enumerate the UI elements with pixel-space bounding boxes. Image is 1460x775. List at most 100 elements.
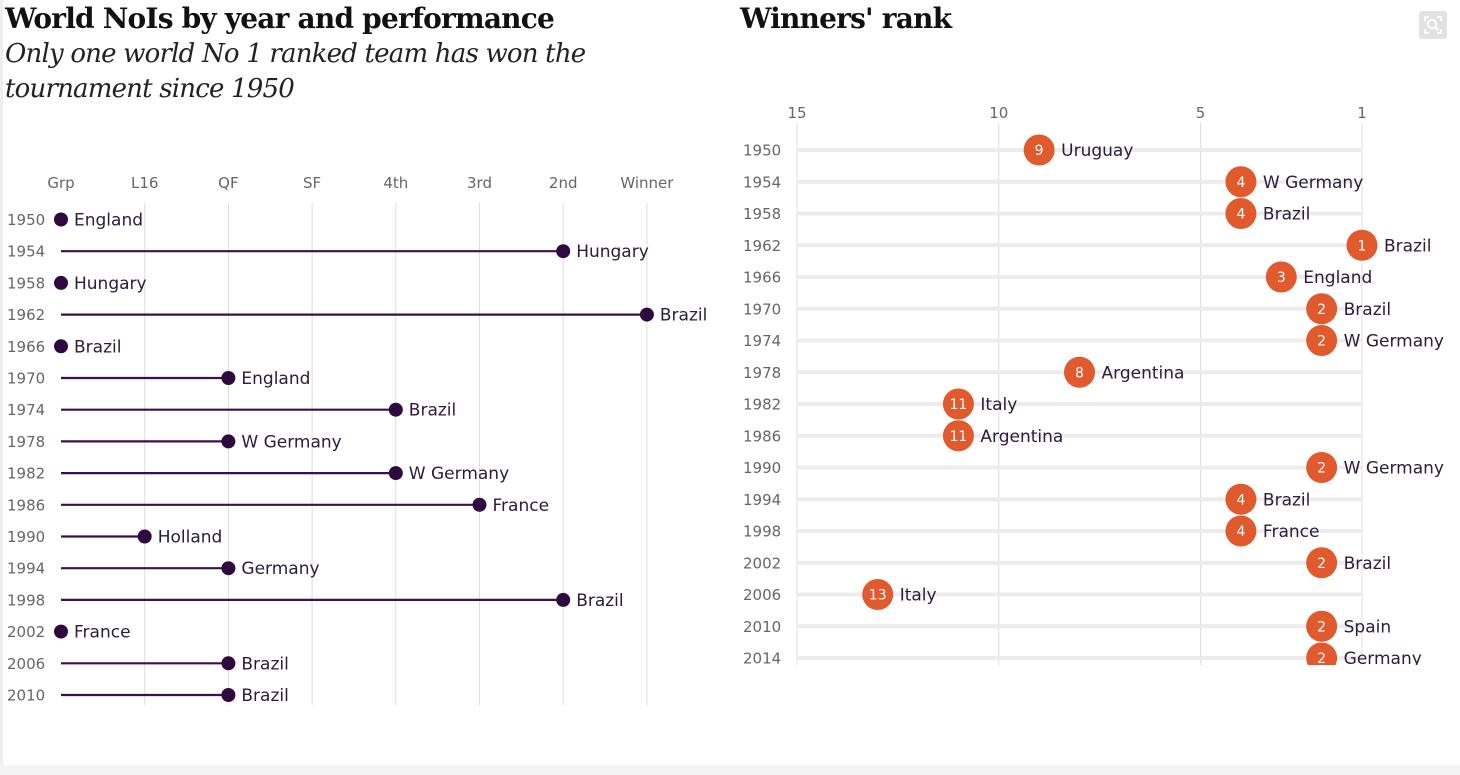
performance-dot bbox=[137, 529, 152, 544]
rank-dot bbox=[1346, 229, 1378, 261]
rank-value-label: 4 bbox=[1236, 492, 1245, 508]
performance-dot bbox=[54, 275, 68, 290]
rank-dot bbox=[1306, 325, 1338, 356]
x-tick-label: Grp bbox=[47, 174, 74, 192]
rank-value-label: 9 bbox=[1035, 143, 1044, 159]
performance-dot bbox=[388, 402, 403, 417]
x-tick-label: 5 bbox=[1196, 104, 1206, 122]
rank-value-label: 2 bbox=[1317, 619, 1326, 635]
rank-dot bbox=[1306, 452, 1338, 483]
year-label: 1978 bbox=[7, 433, 45, 451]
year-label: 1978 bbox=[743, 364, 781, 382]
rank-dot bbox=[1064, 356, 1095, 388]
year-label: 1982 bbox=[7, 465, 45, 483]
x-tick-label: 1 bbox=[1357, 104, 1367, 122]
performance-dot bbox=[54, 339, 68, 354]
year-label: 1970 bbox=[7, 370, 45, 388]
performance-dot bbox=[388, 466, 403, 481]
rank-dot bbox=[1225, 483, 1257, 515]
rank-value-label: 8 bbox=[1075, 365, 1084, 381]
left-chart-subtitle: Only one world No 1 ranked team has won … bbox=[5, 39, 586, 104]
year-label: 1970 bbox=[743, 300, 781, 318]
team-label: Italy bbox=[900, 586, 937, 606]
year-label: 1994 bbox=[743, 491, 781, 509]
team-label: Argentina bbox=[980, 427, 1063, 447]
x-tick-label: 10 bbox=[989, 104, 1008, 122]
team-label: W Germany bbox=[1344, 332, 1444, 352]
team-label: France bbox=[74, 623, 131, 643]
team-label: Brazil bbox=[74, 337, 121, 357]
page-left-border bbox=[0, 0, 3, 775]
year-label: 2002 bbox=[743, 554, 781, 572]
x-tick-label: Winner bbox=[620, 174, 674, 192]
rank-value-label: 2 bbox=[1317, 302, 1326, 318]
page-bottom-band bbox=[0, 765, 1460, 775]
team-label: France bbox=[493, 496, 550, 516]
rank-value-label: 13 bbox=[869, 588, 887, 604]
year-label: 1982 bbox=[743, 396, 781, 414]
team-label: W Germany bbox=[409, 464, 509, 484]
team-label: Brazil bbox=[1344, 554, 1391, 574]
rank-value-label: 2 bbox=[1317, 556, 1326, 572]
left-lollipop-chart: Grp L16 QF SF 4th 3rd 2nd Winner 1950 England 1954… bbox=[7, 174, 707, 705]
performance-dot bbox=[556, 244, 571, 259]
rank-value-label: 3 bbox=[1277, 270, 1286, 286]
rank-dot bbox=[862, 579, 894, 610]
year-label: 1990 bbox=[7, 528, 45, 546]
year-label: 1974 bbox=[743, 332, 781, 350]
zoom-button[interactable] bbox=[1419, 11, 1447, 39]
year-label: 1962 bbox=[743, 237, 781, 255]
rank-value-label: 11 bbox=[950, 429, 968, 445]
rank-dot bbox=[1225, 515, 1257, 547]
performance-dot bbox=[221, 561, 236, 576]
rank-dot bbox=[942, 388, 974, 420]
zoom-icon bbox=[1424, 16, 1442, 34]
year-label: 1998 bbox=[7, 591, 45, 609]
performance-dot bbox=[54, 212, 68, 227]
year-label: 1954 bbox=[7, 243, 45, 261]
year-label: 1974 bbox=[7, 401, 45, 419]
team-label: Italy bbox=[980, 395, 1017, 415]
performance-dot bbox=[54, 624, 68, 639]
x-tick-label: QF bbox=[218, 174, 238, 192]
year-label: 2014 bbox=[743, 650, 781, 666]
team-label: Brazil bbox=[1263, 205, 1310, 225]
rank-dot bbox=[1265, 261, 1297, 293]
performance-dot bbox=[221, 371, 236, 385]
team-label: Argentina bbox=[1102, 363, 1185, 383]
rank-value-label: 11 bbox=[950, 397, 968, 413]
team-label: Spain bbox=[1344, 617, 1392, 637]
rank-value-label: 2 bbox=[1317, 461, 1326, 477]
rank-value-label: 1 bbox=[1358, 238, 1367, 254]
year-label: 1966 bbox=[743, 269, 781, 287]
team-label: Brazil bbox=[1263, 490, 1310, 510]
rank-dot bbox=[1225, 166, 1257, 198]
rank-dot bbox=[1306, 610, 1338, 642]
performance-dot bbox=[639, 307, 654, 322]
performance-dot bbox=[556, 592, 571, 607]
year-label: 1954 bbox=[743, 173, 781, 191]
year-label: 2010 bbox=[743, 618, 781, 636]
x-tick-label: L16 bbox=[131, 174, 158, 192]
rank-dot bbox=[1023, 134, 1055, 166]
team-label: Hungary bbox=[74, 274, 147, 294]
team-label: Brazil bbox=[1344, 300, 1391, 320]
rank-value-label: 4 bbox=[1236, 207, 1245, 223]
year-label: 1986 bbox=[7, 496, 45, 514]
performance-dot bbox=[221, 688, 236, 702]
team-label: England bbox=[1303, 268, 1372, 288]
x-tick-label: 2nd bbox=[549, 174, 578, 192]
year-label: 1990 bbox=[743, 459, 781, 477]
year-label: 1962 bbox=[7, 306, 45, 324]
rank-value-label: 2 bbox=[1317, 334, 1326, 350]
year-label: 1986 bbox=[743, 427, 781, 445]
rank-dot bbox=[1306, 642, 1338, 665]
year-label: 2010 bbox=[7, 687, 45, 705]
year-label: 1958 bbox=[7, 274, 45, 292]
x-tick-label: 4th bbox=[383, 174, 408, 192]
team-label: Brazil bbox=[241, 654, 288, 674]
year-label: 1958 bbox=[743, 205, 781, 223]
team-label: Germany bbox=[241, 559, 319, 579]
year-label: 2002 bbox=[7, 623, 45, 641]
team-label: Brazil bbox=[660, 306, 707, 326]
